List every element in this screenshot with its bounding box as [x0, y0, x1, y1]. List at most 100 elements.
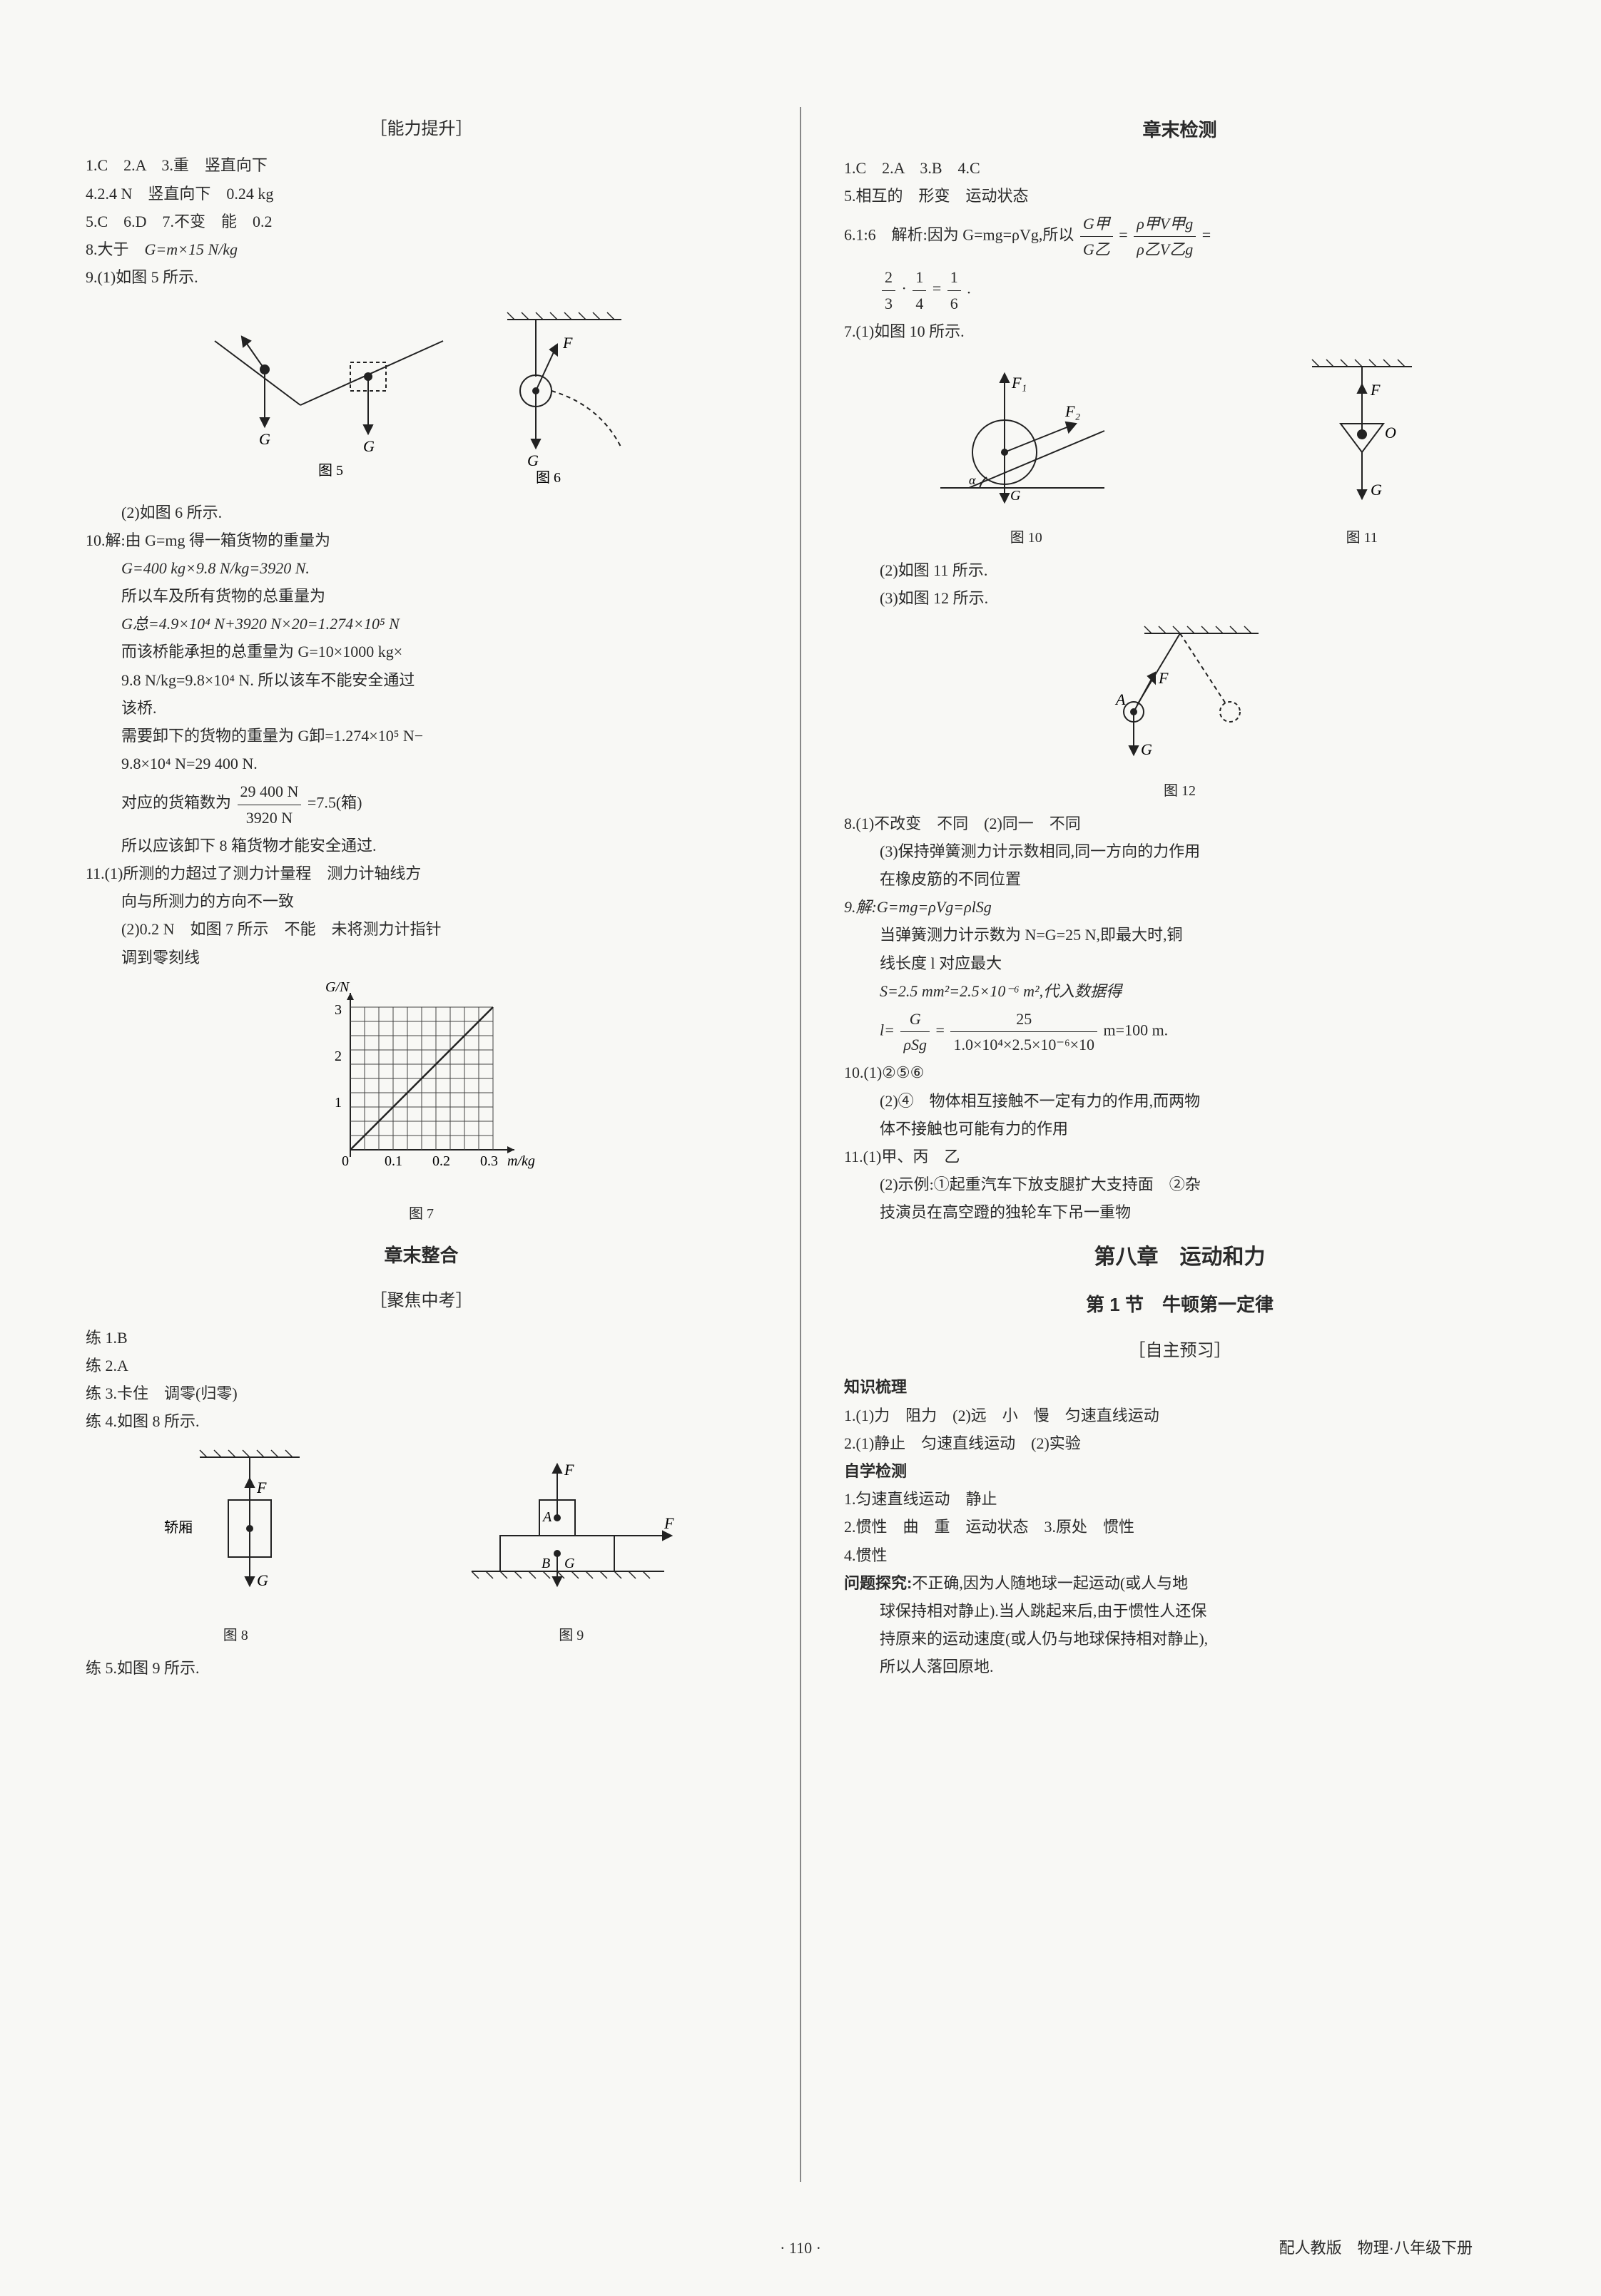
svg-text:G: G	[1141, 740, 1152, 758]
ans-10-l10: 所以应该卸下 8 箱货物才能安全通过.	[86, 833, 757, 858]
right-column: 章末检测 1.C 2.A 3.B 4.C 5.相互的 形变 运动状态 6.1:6…	[844, 107, 1515, 2182]
b7c: (3)如图 12 所示.	[844, 586, 1515, 611]
b9post: m=100 m.	[1104, 1021, 1169, 1039]
zx-head: 自学检测	[844, 1459, 1515, 1484]
edition-info: 配人教版 物理·八年级下册	[1279, 2235, 1473, 2260]
b9eq: =	[936, 1021, 945, 1039]
b6-f1n: G甲	[1080, 211, 1113, 237]
f1n: 2	[882, 265, 895, 290]
fig11-svg: F O G	[1291, 352, 1433, 516]
ans-8-eq: G=m×15 N/kg	[145, 240, 238, 258]
b10-l1: 10.(1)②⑤⑥	[844, 1060, 1515, 1085]
fig7-label: 图 7	[86, 1203, 757, 1225]
qt-l1: 不正确,因为人随地球一起运动(或人与地	[912, 1574, 1188, 1592]
x2: 2.惯性 曲 重 运动状态 3.原处 惯性	[844, 1514, 1515, 1539]
z1: 1.(1)力 阻力 (2)远 小 慢 匀速直线运动	[844, 1403, 1515, 1428]
ans-4: 4.2.4 N 竖直向下 0.24 kg	[86, 181, 757, 206]
ans-10-head: 10.解:由 G=mg 得一箱货物的重量为	[86, 528, 757, 553]
svg-text:F: F	[664, 1514, 674, 1532]
f3d: 6	[947, 291, 961, 316]
b9-l2: 当弹簧测力计示数为 N=G=25 N,即最大时,铜	[844, 922, 1515, 947]
ans-5-7: 5.C 6.D 7.不变 能 0.2	[86, 209, 757, 234]
section-test: 章末检测	[844, 116, 1515, 146]
svg-text:G/N: G/N	[325, 979, 350, 995]
b10-l2: (2)④ 物体相互接触不一定有力的作用,而两物	[844, 1088, 1515, 1113]
b9-l5: l= GρSg = 251.0×10⁴×2.5×10⁻⁶×10 m=100 m.	[844, 1006, 1515, 1057]
fig9-svg: F A B G F	[457, 1443, 686, 1614]
b9-l3: 线长度 l 对应最大	[844, 951, 1515, 976]
qt: 问题探究:不正确,因为人随地球一起运动(或人与地	[844, 1571, 1515, 1596]
svg-text:α: α	[969, 473, 976, 487]
f1d: 3	[882, 291, 895, 316]
svg-text:F₁: F₁	[1011, 374, 1027, 392]
frac-num: 29 400 N	[238, 779, 302, 805]
qt-l4: 所以人落回原地.	[844, 1654, 1515, 1679]
ans-10-l5: 9.8 N/kg=9.8×10⁴ N. 所以该车不能安全通过	[86, 668, 757, 693]
fig8-svg: 轿厢 F G	[157, 1443, 314, 1614]
x4: 4.惯性	[844, 1543, 1515, 1568]
b6-f2n: ρ甲V甲g	[1134, 211, 1196, 237]
column-divider	[800, 107, 801, 2182]
svg-text:0.3: 0.3	[480, 1153, 498, 1169]
fig7-wrap: G/N 1 2 3 0 0.1 0.2 0.3 m/kg 图 7	[86, 979, 757, 1225]
b8-l2: (3)保持弹簧测力计示数相同,同一方向的力作用	[844, 839, 1515, 864]
b11-l1: 11.(1)甲、丙 乙	[844, 1144, 1515, 1169]
dot: ·	[902, 280, 907, 297]
svg-text:F: F	[1158, 669, 1169, 687]
svg-text:F: F	[256, 1479, 267, 1496]
p3: 练 3.卡住 调零(归零)	[86, 1381, 757, 1406]
b6-f2d: ρ乙V乙g	[1134, 237, 1196, 262]
svg-text:1: 1	[335, 1095, 342, 1111]
svg-text:0.1: 0.1	[385, 1153, 402, 1169]
b10-l3: 体不接触也可能有力的作用	[844, 1116, 1515, 1141]
b6-f1d: G乙	[1080, 237, 1113, 262]
svg-text:O: O	[1385, 424, 1396, 442]
frac-den: 3920 N	[238, 805, 302, 830]
fig8-label: 图 8	[157, 1624, 314, 1647]
ans-10-l9-post: =7.5(箱)	[308, 794, 362, 812]
ans-11-l3: (2)0.2 N 如图 7 所示 不能 未将测力计指针	[86, 917, 757, 942]
ans-8-pre: 8.大于	[86, 240, 145, 258]
ans-1-3: 1.C 2.A 3.重 竖直向下	[86, 153, 757, 178]
f2d: 4	[913, 291, 926, 316]
qt-l2: 球保持相对静止).当人跳起来后,由于惯性人还保	[844, 1598, 1515, 1623]
b11-l3: 技演员在高空蹬的独轮车下吊一重物	[844, 1200, 1515, 1225]
ans-11-l2: 向与所测力的方向不一致	[86, 889, 757, 914]
b6: 6.1:6 解析:因为 G=mg=ρVg,所以 G甲G乙 = ρ甲V甲gρ乙V乙…	[844, 211, 1515, 262]
b11-l2: (2)示例:①起重汽车下放支腿扩大支持面 ②杂	[844, 1172, 1515, 1197]
b7: 7.(1)如图 10 所示.	[844, 319, 1515, 344]
qt-l3: 持原来的运动速度(或人仍与地球保持相对静止),	[844, 1626, 1515, 1651]
b6b: 23 · 14 = 16 .	[844, 265, 1515, 315]
b9-l1: 9.解:G=mg=ρVg=ρlSg	[844, 894, 1515, 919]
svg-text:F: F	[564, 1461, 574, 1479]
fig12-label: 图 12	[844, 780, 1515, 802]
ans-10-l3: G总=4.9×10⁴ N+3920 N×20=1.274×10⁵ N	[86, 611, 757, 636]
svg-text:0.2: 0.2	[432, 1153, 450, 1169]
b9f2d: 1.0×10⁴×2.5×10⁻⁶×10	[950, 1032, 1097, 1057]
fig12-wrap: A F G 图 12	[844, 619, 1515, 802]
ans-10-l8: 9.8×10⁴ N=29 400 N.	[86, 751, 757, 776]
ans-9a: 9.(1)如图 5 所示.	[86, 265, 757, 290]
ans-11-l4: 调到零刻线	[86, 945, 757, 970]
b8-l3: 在橡皮筋的不同位置	[844, 867, 1515, 892]
svg-text:G: G	[259, 430, 270, 448]
svg-text:A: A	[542, 1509, 552, 1525]
svg-text:G: G	[257, 1571, 268, 1589]
ans-10-l9: 对应的货箱数为 29 400 N3920 N =7.5(箱)	[86, 779, 757, 830]
b9-l4: S=2.5 mm²=2.5×10⁻⁶ m²,代入数据得	[844, 979, 1515, 1004]
self-prep: ［自主预习］	[844, 1337, 1515, 1364]
ans-10-l7: 需要卸下的货物的重量为 G卸=1.274×10⁵ N−	[86, 723, 757, 748]
f2n: 1	[913, 265, 926, 290]
end: .	[967, 280, 971, 297]
svg-text:3: 3	[335, 1002, 342, 1018]
fig8-9-wrap: 轿厢 F G 图 8	[86, 1443, 757, 1647]
b1-4: 1.C 2.A 3.B 4.C	[844, 155, 1515, 180]
ans-8: 8.大于 G=m×15 N/kg	[86, 237, 757, 262]
svg-text:G: G	[564, 1556, 575, 1571]
left-column: ［能力提升］ 1.C 2.A 3.重 竖直向下 4.2.4 N 竖直向下 0.2…	[86, 107, 757, 2182]
fig10-11-wrap: F₁ F₂ G α 图 10	[844, 352, 1515, 549]
qt-head: 问题探究:	[844, 1574, 912, 1592]
ans-10-l9-pre: 对应的货箱数为	[121, 794, 231, 812]
f3n: 1	[947, 265, 961, 290]
sec1-title: 第 1 节 牛顿第一定律	[844, 1290, 1515, 1320]
